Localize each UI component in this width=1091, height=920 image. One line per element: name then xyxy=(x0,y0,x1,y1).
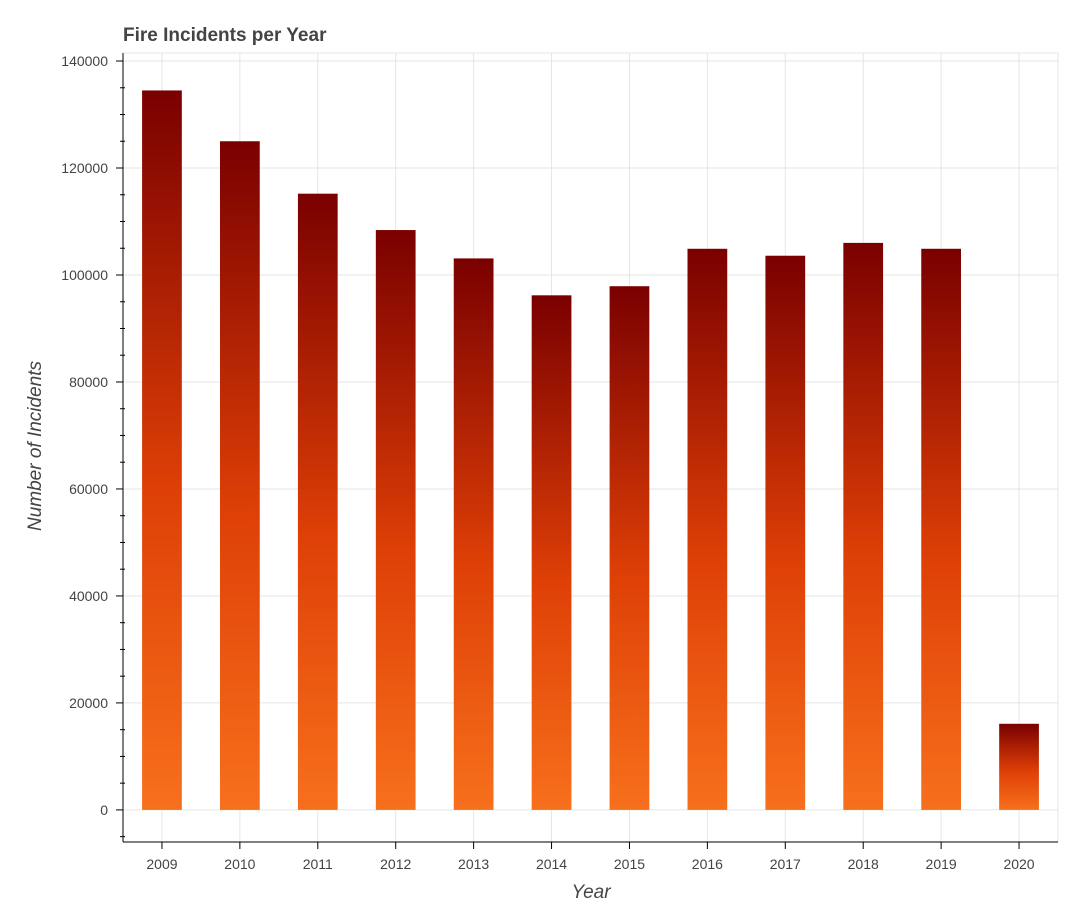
grid-lines xyxy=(123,52,1059,842)
x-axis: 2009 2010 2011 2012 2013 2014 2015 2016 2017 2018… xyxy=(123,841,1058,872)
y-tick-label-5: 100000 xyxy=(61,267,108,283)
y-tick-label-6: 120000 xyxy=(61,160,108,176)
bar-2010 xyxy=(220,141,260,810)
y-tick-label-3: 60000 xyxy=(69,481,108,497)
bar-2016 xyxy=(687,248,728,810)
y-tick-label-4: 80000 xyxy=(69,374,108,390)
x-tick-label-2009: 2009 xyxy=(146,856,177,872)
bar-2011 xyxy=(297,193,338,810)
bar-2018 xyxy=(843,242,884,810)
y-tick-label-2: 40000 xyxy=(69,588,108,604)
bar-2012 xyxy=(375,230,416,810)
x-tick-label-2012: 2012 xyxy=(380,856,411,872)
x-tick-label-2017: 2017 xyxy=(770,856,801,872)
x-tick-label-2013: 2013 xyxy=(458,856,489,872)
x-tick-label-2020: 2020 xyxy=(1003,856,1034,872)
bar-2013 xyxy=(453,258,494,810)
x-tick-label-2019: 2019 xyxy=(926,856,957,872)
bar-2009 xyxy=(142,90,182,810)
bar-2017 xyxy=(765,255,806,810)
x-tick-label-2011: 2011 xyxy=(303,856,333,872)
bars-group xyxy=(142,90,1039,810)
bar-2019 xyxy=(921,248,961,810)
y-axis: 0 20000 40000 60000 80000 100000 120000 140000 xyxy=(61,53,125,842)
x-axis-label: Year xyxy=(571,882,611,903)
y-tick-label-1: 20000 xyxy=(69,695,108,711)
x-tick-label-2014: 2014 xyxy=(536,856,567,872)
bar-2020 xyxy=(999,723,1039,810)
bar-2015 xyxy=(609,286,650,810)
y-axis-label: Number of Incidents xyxy=(25,360,46,531)
x-tick-label-2010: 2010 xyxy=(224,856,255,872)
y-tick-label-0: 0 xyxy=(100,802,108,818)
x-tick-label-2016: 2016 xyxy=(692,856,723,872)
x-tick-label-2018: 2018 xyxy=(848,856,879,872)
chart-title: Fire Incidents per Year xyxy=(123,25,327,46)
y-tick-label-7: 140000 xyxy=(61,53,108,69)
bar-2014 xyxy=(531,295,572,810)
x-tick-label-2015: 2015 xyxy=(614,856,645,872)
